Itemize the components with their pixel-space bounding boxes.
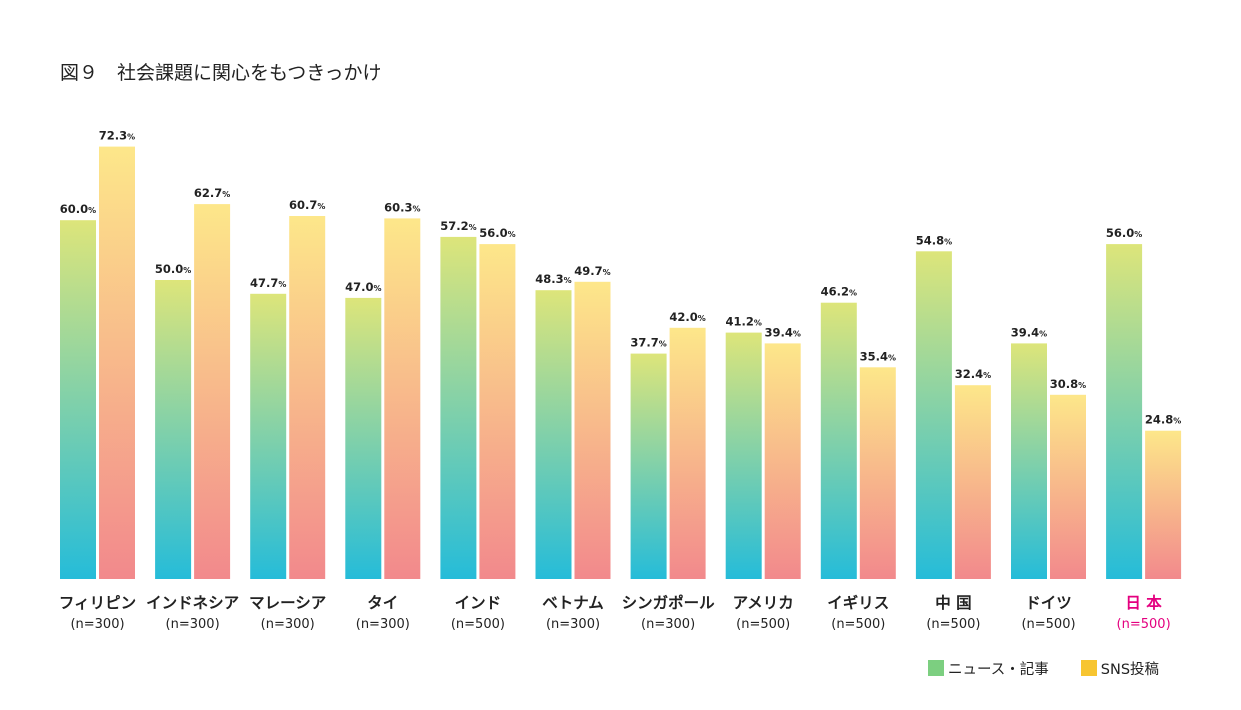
bar-news-9 [915,251,952,580]
bar-news-1 [155,280,192,579]
value-label-news-11: 56.0% [1106,226,1142,240]
category-label-8: イギリス [827,594,889,612]
sample-size-label-8: (n=500) [831,617,885,632]
value-label-news-9: 54.8% [916,233,952,247]
category-labels-layer: フィリピン (n=300) インドネシア (n=300) マレーシア (n=300) タイ (… [59,593,1171,632]
bars-layer [60,146,1182,580]
category-label-0: フィリピン [59,594,136,612]
category-label-2: マレーシア [249,594,326,612]
value-label-sns-3: 60.3% [384,200,420,214]
sample-size-label-2: (n=300) [261,617,315,632]
value-label-sns-11: 24.8% [1145,413,1181,427]
value-label-news-0: 60.0% [60,202,96,216]
value-label-news-10: 39.4% [1011,325,1047,339]
value-label-news-5: 48.3% [535,272,571,286]
legend-item-sns: SNS投稿 [1080,658,1160,679]
bar-sns-3 [384,218,421,579]
sample-size-label-0: (n=300) [70,617,124,632]
sample-size-label-10: (n=500) [1021,617,1075,632]
legend-item-news: ニュース・記事 [928,658,1049,679]
sample-size-label-5: (n=300) [546,617,600,632]
bar-news-4 [440,236,477,579]
value-label-sns-2: 60.7% [289,198,325,212]
bar-news-11 [1106,244,1143,579]
category-label-4: インド [455,594,502,612]
bar-news-7 [725,332,762,579]
bar-news-0 [60,220,96,579]
bar-sns-10 [1050,394,1086,579]
value-label-news-3: 47.0% [345,280,381,294]
bar-news-5 [535,290,572,579]
value-label-news-6: 37.7% [630,336,666,350]
category-label-9: 中 国 [935,593,971,612]
legend-label-sns: SNS投稿 [1100,661,1160,678]
sample-size-label-4: (n=500) [451,617,505,632]
bar-sns-5 [574,281,611,579]
sample-size-label-1: (n=300) [166,617,220,632]
value-label-sns-9: 32.4% [955,367,991,381]
sample-size-label-6: (n=300) [641,617,695,632]
legend-swatch-news [928,660,944,676]
value-label-sns-6: 42.0% [669,310,705,324]
bar-news-6 [630,353,667,579]
sample-size-label-9: (n=500) [926,617,980,632]
bar-sns-0 [99,146,135,579]
category-label-6: シンガポール [622,593,716,612]
category-label-1: インドネシア [146,594,239,612]
bar-sns-7 [764,343,801,579]
bar-sns-6 [669,327,706,579]
value-label-sns-0: 72.3% [99,129,135,143]
value-label-sns-1: 62.7% [194,186,230,200]
bar-sns-4 [479,244,516,579]
bar-sns-1 [194,204,231,579]
category-label-5: ベトナム [542,594,604,612]
value-label-sns-5: 49.7% [574,264,610,278]
value-label-news-8: 46.2% [821,285,857,299]
bar-news-10 [1011,343,1047,579]
sample-size-label-7: (n=500) [736,617,790,632]
category-label-10: ドイツ [1025,594,1072,612]
value-label-sns-8: 35.4% [860,349,896,363]
value-label-news-2: 47.7% [250,276,286,290]
value-label-news-7: 41.2% [726,315,762,329]
value-label-sns-7: 39.4% [765,325,801,339]
value-label-news-4: 57.2% [440,219,476,233]
value-label-sns-10: 30.8% [1050,377,1086,391]
sample-size-label-3: (n=300) [356,617,410,632]
chart-title-text: 図９ 社会課題に関心をもつきっかけ [60,62,382,84]
category-label-7: アメリカ [733,594,794,612]
bar-news-2 [250,293,287,579]
value-labels-layer: 60.0% 72.3% 50.0% 62.7% 47.7% 60.7% 47.0% 60.3%… [60,129,1181,427]
bar-sns-2 [289,216,326,579]
legend: ニュース・記事 SNS投稿 [928,656,1159,680]
bar-sns-9 [954,385,991,579]
category-label-3: タイ [367,594,398,612]
value-label-news-1: 50.0% [155,262,191,276]
sample-size-label-11: (n=500) [1117,617,1171,632]
bar-sns-8 [859,367,896,579]
bar-news-8 [820,302,857,579]
category-label-11: 日 本 [1125,593,1162,612]
value-label-sns-4: 56.0% [479,226,515,240]
chart-title: 図９ 社会課題に関心をもつきっかけ [60,60,381,86]
bar-news-3 [345,297,382,579]
legend-label-news: ニュース・記事 [948,661,1049,678]
bar-sns-11 [1145,430,1182,579]
legend-swatch-sns [1080,660,1097,676]
